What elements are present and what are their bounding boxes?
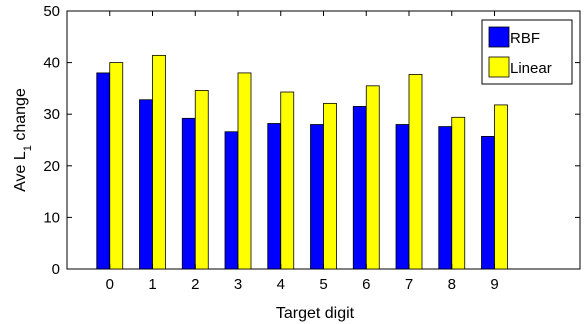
bar-linear-1 — [152, 54, 166, 270]
y-tick-label: 40 — [43, 55, 60, 72]
bar-rbf-3 — [224, 131, 239, 270]
y-tick-label: 10 — [43, 209, 60, 226]
x-tick-label: 2 — [191, 276, 199, 293]
x-tick-label: 4 — [277, 276, 285, 293]
bar-rbf-6 — [352, 106, 367, 270]
bar-rbf-1 — [139, 99, 153, 270]
y-axis-label-main: Ave L — [12, 151, 29, 192]
bar-linear-6 — [365, 85, 380, 270]
ticks-group: 0 10 20 30 40 50 0 1 2 3 4 5 6 7 8 9 — [43, 3, 580, 293]
bar-rbf-4 — [267, 123, 282, 270]
x-tick-label: 6 — [362, 276, 370, 293]
y-axis-label-suffix: change — [12, 88, 29, 145]
bar-linear-8 — [451, 116, 466, 270]
x-tick-label: 1 — [148, 276, 156, 293]
bar-rbf-5 — [310, 124, 324, 270]
bar-rbf-9 — [481, 135, 495, 270]
x-tick-label: 0 — [106, 276, 114, 293]
bar-linear-7 — [408, 74, 423, 270]
y-axis-label: Ave L1 change — [12, 88, 34, 192]
bar-rbf-7 — [395, 124, 410, 270]
x-tick-label: 3 — [234, 276, 242, 293]
bar-rbf-0 — [96, 72, 111, 270]
bars-group — [96, 54, 508, 270]
y-tick-label: 50 — [43, 3, 60, 20]
y-tick-label: 0 — [52, 261, 60, 278]
bar-linear-0 — [109, 62, 124, 270]
x-tick-label: 5 — [319, 276, 327, 293]
y-tick-label: 30 — [43, 106, 60, 123]
bar-linear-9 — [494, 104, 508, 270]
legend: RBF Linear — [481, 19, 573, 85]
bar-rbf-2 — [181, 117, 196, 270]
bar-linear-4 — [280, 91, 295, 270]
bar-linear-3 — [237, 72, 252, 270]
legend-swatch-rbf — [488, 26, 510, 48]
legend-label-linear: Linear — [510, 60, 552, 77]
y-axis-label-subscript: 1 — [22, 145, 34, 151]
x-axis-label: Target digit — [276, 305, 355, 322]
y-tick-label: 20 — [43, 158, 60, 175]
x-tick-label: 8 — [448, 276, 456, 293]
bar-rbf-8 — [438, 126, 453, 270]
legend-label-rbf: RBF — [510, 30, 540, 47]
bar-linear-5 — [323, 102, 337, 270]
x-tick-label: 7 — [405, 276, 413, 293]
x-tick-label: 9 — [490, 276, 498, 293]
legend-swatch-linear — [488, 56, 510, 78]
bar-linear-2 — [194, 90, 209, 270]
